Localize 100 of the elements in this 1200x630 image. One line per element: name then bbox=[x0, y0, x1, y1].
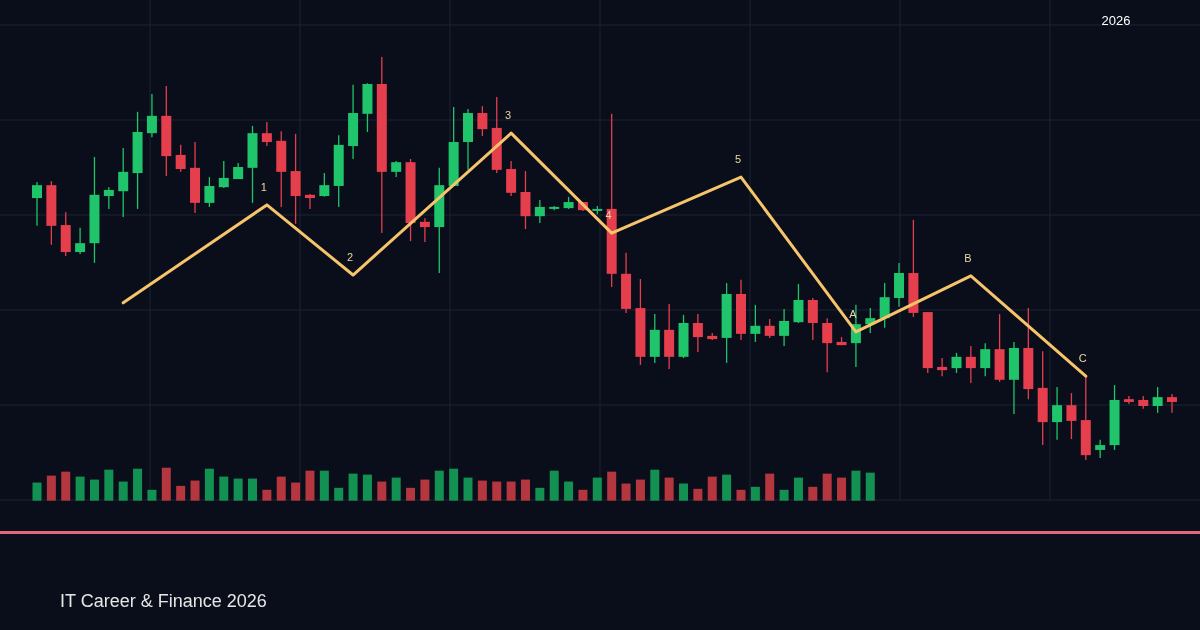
bar bbox=[61, 471, 71, 501]
bar bbox=[319, 470, 329, 501]
bar bbox=[391, 477, 401, 501]
candlestick bbox=[879, 282, 890, 329]
bar bbox=[449, 468, 459, 501]
bar bbox=[506, 481, 516, 501]
bar bbox=[779, 489, 789, 501]
bar bbox=[736, 489, 746, 501]
candlestick bbox=[750, 304, 761, 343]
bar bbox=[161, 467, 171, 501]
bar bbox=[420, 479, 430, 501]
bar bbox=[190, 480, 200, 501]
annotation: 2 bbox=[347, 251, 354, 264]
bar bbox=[362, 474, 372, 501]
bar bbox=[520, 479, 530, 501]
bar bbox=[492, 481, 502, 501]
candlestick bbox=[951, 352, 962, 374]
candlestick bbox=[793, 283, 804, 324]
bar bbox=[722, 474, 732, 501]
bar bbox=[477, 480, 487, 501]
bar bbox=[276, 476, 286, 501]
bar bbox=[750, 486, 760, 501]
bar bbox=[650, 469, 660, 501]
candlestick bbox=[807, 297, 818, 341]
candlestick bbox=[75, 227, 86, 255]
candlestick bbox=[822, 317, 833, 373]
bar bbox=[406, 487, 416, 501]
bar bbox=[635, 479, 645, 501]
candlestick bbox=[204, 176, 215, 208]
bar bbox=[837, 477, 847, 501]
candlestick bbox=[304, 193, 315, 210]
candlestick bbox=[218, 160, 229, 189]
bar bbox=[75, 476, 85, 501]
candlestick bbox=[261, 121, 272, 147]
bar bbox=[46, 475, 56, 501]
candlestick bbox=[118, 147, 129, 218]
candlestick bbox=[1167, 393, 1177, 414]
candlestick bbox=[1152, 386, 1163, 414]
bar bbox=[133, 468, 143, 501]
text: 2026 bbox=[1101, 13, 1131, 28]
bar bbox=[233, 478, 243, 501]
bar bbox=[463, 477, 473, 501]
bar bbox=[176, 485, 186, 501]
candlestick bbox=[506, 160, 517, 197]
bar bbox=[851, 470, 861, 501]
candlestick bbox=[534, 199, 545, 224]
bar bbox=[592, 477, 602, 501]
text: IT Career & Finance 2026 bbox=[60, 591, 267, 611]
candlestick bbox=[175, 144, 186, 173]
bar bbox=[679, 483, 689, 501]
candlestick bbox=[477, 105, 488, 137]
bar bbox=[549, 470, 559, 501]
annotation: 1 bbox=[260, 180, 267, 193]
annotation: C bbox=[1078, 352, 1087, 365]
bar bbox=[564, 481, 574, 501]
bar bbox=[578, 489, 588, 501]
bar bbox=[219, 476, 229, 501]
bar bbox=[262, 489, 272, 501]
bar bbox=[32, 482, 42, 501]
candlestick bbox=[419, 217, 430, 243]
annotation: B bbox=[964, 251, 972, 264]
bar bbox=[621, 483, 631, 501]
bar bbox=[607, 471, 617, 501]
bar bbox=[822, 473, 832, 501]
candlestick bbox=[764, 318, 775, 339]
bar bbox=[707, 476, 717, 501]
candlestick bbox=[1123, 395, 1134, 405]
bar bbox=[865, 472, 875, 501]
candlestick bbox=[103, 186, 114, 210]
bar bbox=[118, 481, 128, 501]
candlestick bbox=[32, 181, 42, 227]
bar bbox=[535, 487, 545, 501]
bar bbox=[348, 473, 358, 501]
bar bbox=[89, 479, 99, 501]
bar bbox=[204, 468, 214, 501]
bar bbox=[693, 488, 703, 501]
candlestick bbox=[692, 313, 703, 353]
bar bbox=[334, 487, 344, 501]
candlestick bbox=[1095, 439, 1106, 459]
bar bbox=[147, 489, 157, 501]
bar bbox=[664, 477, 674, 501]
bar bbox=[765, 473, 775, 501]
bar bbox=[377, 481, 387, 501]
candlestick bbox=[965, 345, 976, 384]
candlestick bbox=[779, 308, 790, 347]
annotation: 3 bbox=[505, 109, 512, 122]
bar bbox=[793, 477, 803, 501]
bar bbox=[291, 482, 301, 501]
candlestick bbox=[937, 357, 948, 377]
annotation: 5 bbox=[734, 153, 742, 166]
bar bbox=[104, 469, 114, 501]
bar bbox=[434, 470, 444, 501]
candlestick bbox=[146, 93, 157, 138]
candlestick bbox=[980, 342, 991, 377]
candlestick bbox=[319, 172, 330, 198]
bar bbox=[808, 486, 818, 501]
bar bbox=[305, 470, 315, 501]
bar bbox=[248, 478, 258, 501]
candlestick bbox=[1066, 392, 1077, 440]
candlestick bbox=[1052, 386, 1063, 441]
